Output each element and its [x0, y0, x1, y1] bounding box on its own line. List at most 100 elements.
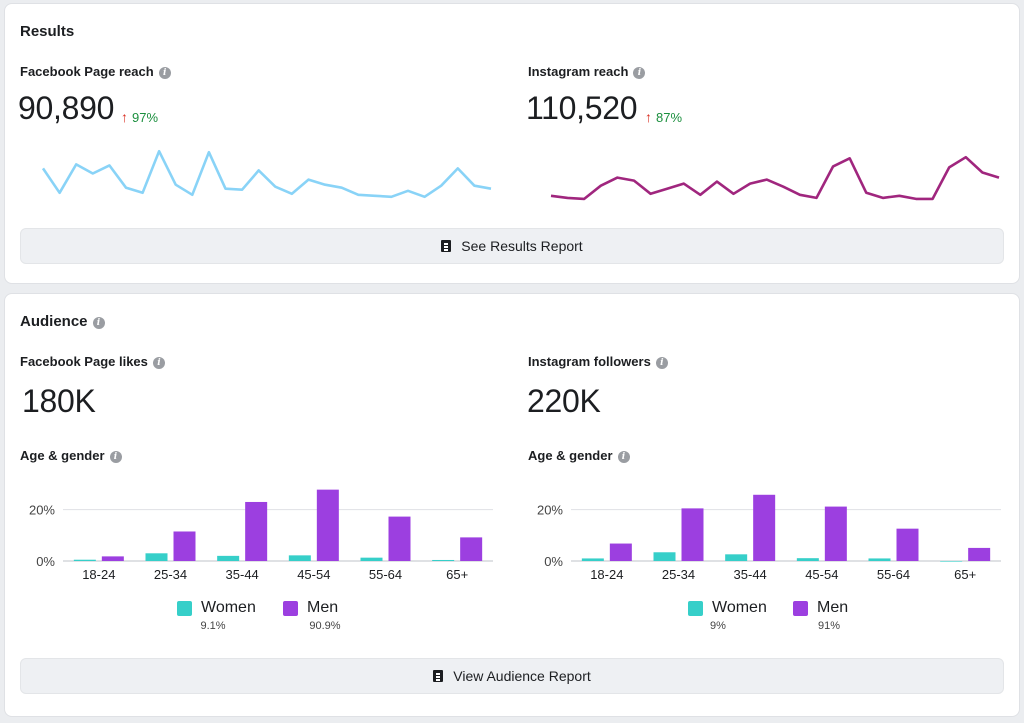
facebook-age-gender-label-text: Age & gender [20, 448, 105, 463]
x-tick-label: 55-64 [877, 567, 910, 582]
view-audience-report-button[interactable]: View Audience Report [20, 658, 1004, 694]
x-tick-label: 35-44 [226, 567, 259, 582]
instagram-age-gender-chart: 0% 20% 18-24 25-34 35-44 45-54 55-64 65+ [537, 494, 1001, 582]
men-pct: 91% [817, 620, 841, 632]
facebook-reach-sparkline [41, 149, 492, 199]
view-audience-report-label: View Audience Report [453, 668, 591, 684]
sparkline-series [41, 149, 492, 199]
y-tick-label: 0% [544, 554, 563, 569]
men-swatch [793, 600, 808, 616]
bar-men-55-64[interactable] [896, 528, 919, 561]
bar-women-65+[interactable] [940, 561, 963, 562]
info-icon[interactable]: i [617, 451, 630, 463]
info-icon[interactable]: i [92, 317, 105, 329]
x-tick-label: 25-34 [662, 567, 695, 582]
see-results-report-label: See Results Report [461, 238, 583, 254]
instagram-reach-delta-value: 87% [656, 110, 683, 125]
facebook-age-gender-label: Age & gender i [20, 448, 122, 463]
facebook-likes-label-text: Facebook Page likes [20, 354, 148, 369]
x-tick-label: 25-34 [154, 567, 187, 582]
x-tick-label: 35-44 [734, 567, 767, 582]
info-icon[interactable]: i [655, 357, 668, 369]
audience-card: Audience i Facebook Page likes i 180K Age … [4, 293, 1020, 717]
y-tick-label: 20% [29, 503, 55, 518]
y-tick-label: 0% [36, 554, 55, 569]
legend-men-label: Men [307, 599, 339, 616]
sparkline-series [550, 155, 1000, 201]
bar-men-55-64[interactable] [388, 516, 411, 561]
instagram-age-gender-label-text: Age & gender [528, 448, 613, 463]
men-swatch [283, 600, 298, 616]
facebook-reach-value: 90,890 [18, 90, 115, 126]
info-icon[interactable]: i [109, 451, 122, 463]
report-icon [441, 240, 452, 252]
bar-women-35-44[interactable] [217, 555, 240, 561]
info-icon[interactable]: i [633, 67, 646, 79]
x-tick-label: 45-54 [805, 567, 838, 582]
instagram-reach-value: 110,520 [526, 90, 638, 126]
bar-men-65+[interactable] [460, 537, 483, 561]
bar-men-35-44[interactable] [753, 494, 776, 561]
bar-men-35-44[interactable] [245, 501, 268, 561]
facebook-reach-delta-value: 97% [132, 110, 159, 125]
results-card: Results Facebook Page reach i 90,890 ↑ 97%… [4, 3, 1020, 284]
bar-women-65+[interactable] [432, 559, 455, 561]
see-results-report-button[interactable]: See Results Report [20, 228, 1004, 264]
legend-men[interactable]: Men [283, 599, 338, 617]
facebook-reach-label-text: Facebook Page reach [20, 64, 154, 79]
bar-women-25-34[interactable] [653, 552, 676, 561]
bar-women-45-54[interactable] [796, 558, 819, 561]
facebook-likes-value: 180K [22, 383, 96, 419]
bar-men-25-34[interactable] [681, 508, 704, 561]
legend-women[interactable]: Women [688, 599, 767, 617]
instagram-followers-label: Instagram followers i [528, 354, 668, 369]
bar-women-25-34[interactable] [145, 553, 168, 561]
x-tick-label: 65+ [954, 567, 976, 582]
bar-women-55-64[interactable] [868, 558, 891, 561]
audience-title-text: Audience [20, 313, 88, 330]
audience-title: Audience i [20, 313, 105, 330]
x-tick-label: 18-24 [82, 567, 115, 582]
legend-men[interactable]: Men [793, 599, 848, 617]
x-tick-label: 18-24 [590, 567, 623, 582]
women-swatch [688, 600, 703, 616]
instagram-followers-label-text: Instagram followers [528, 354, 651, 369]
women-swatch [177, 600, 192, 616]
bar-men-25-34[interactable] [173, 531, 196, 561]
arrow-up-icon: ↑ [645, 109, 652, 125]
bar-women-18-24[interactable] [73, 559, 96, 561]
instagram-reach-sparkline [550, 155, 1000, 201]
bar-women-45-54[interactable] [288, 555, 311, 561]
bar-women-55-64[interactable] [360, 557, 383, 561]
men-pct: 90.9% [309, 620, 341, 632]
instagram-age-gender-label: Age & gender i [528, 448, 630, 463]
instagram-reach-label-text: Instagram reach [528, 64, 629, 79]
facebook-likes-label: Facebook Page likes i [20, 354, 165, 369]
bar-men-18-24[interactable] [101, 556, 124, 561]
instagram-reach-delta: ↑ 87% [645, 109, 682, 125]
x-tick-label: 65+ [446, 567, 468, 582]
women-pct: 9% [710, 620, 726, 632]
instagram-followers-value: 220K [527, 383, 601, 419]
bar-men-45-54[interactable] [316, 489, 339, 561]
x-tick-label: 55-64 [369, 567, 402, 582]
legend-men-label: Men [817, 599, 849, 616]
legend-women[interactable]: Women [177, 599, 256, 617]
arrow-up-icon: ↑ [121, 109, 128, 125]
legend-women-label: Women [712, 599, 767, 616]
info-icon[interactable]: i [152, 357, 165, 369]
bar-men-65+[interactable] [968, 547, 991, 561]
facebook-age-gender-chart: 0% 20% 18-24 25-34 35-44 45-54 55-64 65+ [29, 489, 493, 582]
bar-men-18-24[interactable] [609, 543, 632, 561]
bar-women-35-44[interactable] [725, 554, 748, 561]
facebook-reach-delta: ↑ 97% [121, 109, 158, 125]
bar-men-45-54[interactable] [824, 506, 847, 561]
results-title: Results [20, 23, 75, 40]
facebook-reach-label: Facebook Page reach i [20, 64, 171, 79]
report-icon [433, 670, 444, 682]
info-icon[interactable]: i [158, 67, 171, 79]
women-pct: 9.1% [200, 620, 226, 632]
y-tick-label: 20% [537, 503, 563, 518]
bar-women-18-24[interactable] [581, 558, 604, 561]
x-tick-label: 45-54 [297, 567, 330, 582]
